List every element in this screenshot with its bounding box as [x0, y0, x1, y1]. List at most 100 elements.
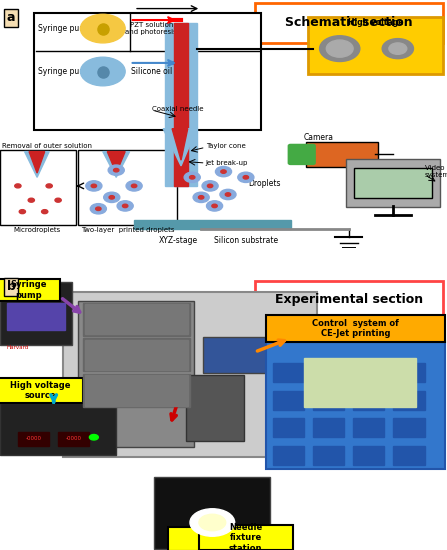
Text: High voltage: High voltage: [348, 18, 403, 27]
Text: Droplets: Droplets: [248, 179, 281, 188]
Circle shape: [198, 196, 204, 199]
Circle shape: [42, 210, 48, 213]
Circle shape: [90, 204, 106, 214]
Text: -0000: -0000: [25, 436, 42, 441]
Bar: [353, 390, 384, 410]
Text: Coaxial needle: Coaxial needle: [152, 106, 203, 112]
Text: a: a: [7, 12, 15, 24]
Text: Microdroplets: Microdroplets: [13, 227, 61, 233]
Polygon shape: [163, 129, 197, 166]
FancyBboxPatch shape: [255, 280, 443, 319]
Bar: [18, 432, 49, 446]
FancyBboxPatch shape: [308, 17, 443, 74]
Text: High voltage
source: High voltage source: [10, 381, 71, 400]
FancyBboxPatch shape: [34, 13, 261, 130]
Bar: [353, 446, 384, 465]
Circle shape: [89, 434, 98, 440]
Text: Camera: Camera: [304, 133, 334, 142]
Circle shape: [91, 184, 97, 188]
Circle shape: [126, 181, 142, 191]
Text: Silicone oil: Silicone oil: [131, 67, 173, 76]
Circle shape: [80, 14, 125, 43]
Bar: [7, 302, 65, 330]
Text: PZT solution
and photoresist: PZT solution and photoresist: [125, 22, 179, 35]
Circle shape: [108, 165, 124, 175]
Circle shape: [212, 204, 217, 208]
FancyBboxPatch shape: [0, 378, 83, 403]
Circle shape: [96, 207, 101, 211]
FancyBboxPatch shape: [266, 315, 445, 342]
Circle shape: [207, 184, 213, 188]
Text: Removal of outer solution: Removal of outer solution: [2, 143, 92, 149]
Bar: [83, 338, 190, 371]
Circle shape: [193, 192, 209, 202]
Bar: [313, 446, 344, 465]
Circle shape: [320, 36, 360, 62]
Text: Schematic section: Schematic section: [285, 16, 413, 29]
Circle shape: [238, 172, 254, 183]
Bar: [85, 304, 188, 334]
FancyBboxPatch shape: [306, 141, 378, 167]
Bar: [273, 390, 304, 410]
Bar: [304, 358, 416, 407]
Polygon shape: [172, 129, 188, 160]
Bar: [83, 374, 190, 407]
Circle shape: [382, 39, 413, 59]
Text: Harvard: Harvard: [7, 345, 29, 350]
Circle shape: [122, 204, 128, 208]
Polygon shape: [29, 152, 45, 173]
Bar: [165, 23, 197, 186]
Circle shape: [215, 167, 232, 177]
Text: Taylor cone: Taylor cone: [206, 143, 245, 149]
Circle shape: [207, 201, 223, 211]
Circle shape: [46, 184, 52, 188]
Bar: [174, 23, 188, 186]
Bar: [273, 418, 304, 437]
Bar: [313, 418, 344, 437]
Text: -0000: -0000: [66, 436, 82, 441]
Circle shape: [109, 196, 114, 199]
Polygon shape: [25, 152, 49, 177]
Text: Syringe
pump: Syringe pump: [11, 280, 47, 300]
Bar: [393, 446, 425, 465]
Text: Experimental section: Experimental section: [274, 293, 423, 306]
Text: b: b: [7, 280, 16, 294]
FancyBboxPatch shape: [0, 150, 76, 224]
FancyBboxPatch shape: [168, 527, 257, 550]
Circle shape: [19, 210, 25, 213]
Text: Silicon substrate: Silicon substrate: [214, 236, 278, 245]
Text: Two-layer  printed droplets: Two-layer printed droplets: [80, 227, 174, 233]
Polygon shape: [107, 152, 125, 173]
Bar: [353, 418, 384, 437]
FancyBboxPatch shape: [346, 159, 440, 207]
Bar: [83, 302, 190, 336]
Bar: [393, 363, 425, 382]
Text: Jet break-up: Jet break-up: [206, 160, 248, 166]
Bar: [393, 390, 425, 410]
Bar: [85, 375, 188, 406]
Text: Syringe pump 1: Syringe pump 1: [38, 24, 99, 33]
Circle shape: [117, 201, 133, 211]
Circle shape: [199, 514, 226, 531]
Bar: [313, 363, 344, 382]
Circle shape: [55, 198, 61, 202]
Circle shape: [15, 184, 21, 188]
Circle shape: [184, 172, 200, 183]
Circle shape: [190, 509, 235, 536]
Bar: [58, 432, 89, 446]
FancyBboxPatch shape: [199, 525, 293, 550]
FancyBboxPatch shape: [354, 168, 432, 198]
FancyBboxPatch shape: [78, 301, 194, 447]
Circle shape: [202, 181, 218, 191]
Text: Syringe pump 2: Syringe pump 2: [38, 67, 99, 76]
Bar: [393, 418, 425, 437]
Circle shape: [28, 198, 34, 202]
Bar: [353, 363, 384, 382]
Bar: [134, 220, 291, 229]
Bar: [273, 363, 304, 382]
Text: Video monitoring
system: Video monitoring system: [425, 165, 447, 178]
Text: XYZ-stage: XYZ-stage: [159, 236, 198, 245]
Circle shape: [80, 57, 125, 86]
Circle shape: [131, 184, 137, 188]
Circle shape: [326, 40, 353, 57]
